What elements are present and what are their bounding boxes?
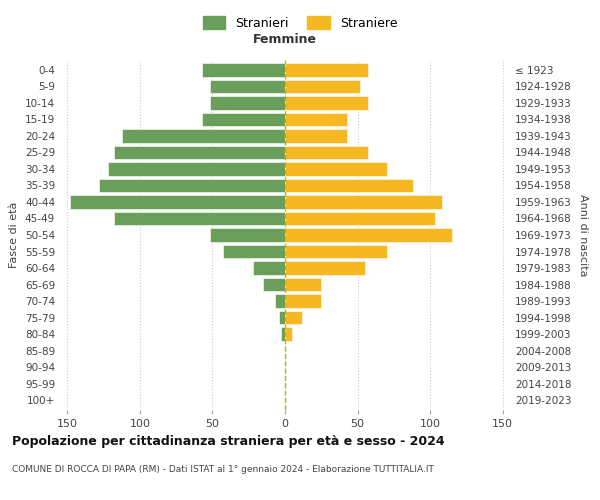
Text: Popolazione per cittadinanza straniera per età e sesso - 2024: Popolazione per cittadinanza straniera p… [12,435,445,448]
Bar [70,196,285,208]
Bar [122,130,285,142]
Bar [275,294,285,308]
Bar [285,311,302,324]
Bar [223,245,285,258]
Y-axis label: Anni di nascita: Anni di nascita [578,194,588,276]
Bar [209,96,285,110]
Bar [114,212,285,225]
Legend: Stranieri, Straniere: Stranieri, Straniere [197,11,403,35]
Bar [114,146,285,159]
Bar [253,262,285,274]
Bar [285,146,368,159]
Text: Femmine: Femmine [253,33,317,46]
Bar [285,278,321,291]
Bar [285,262,365,274]
Bar [285,64,368,76]
Bar [285,294,321,308]
Bar [263,278,285,291]
Bar [285,80,361,93]
Bar [285,212,434,225]
Bar [202,113,285,126]
Bar [285,130,347,142]
Bar [279,311,285,324]
Bar [285,245,386,258]
Bar [285,162,386,175]
Bar [281,328,285,340]
Bar [285,196,442,208]
Bar [209,228,285,241]
Y-axis label: Fasce di età: Fasce di età [10,202,19,268]
Bar [99,179,285,192]
Bar [285,179,413,192]
Bar [285,96,368,110]
Bar [108,162,285,175]
Bar [285,113,347,126]
Text: COMUNE DI ROCCA DI PAPA (RM) - Dati ISTAT al 1° gennaio 2024 - Elaborazione TUTT: COMUNE DI ROCCA DI PAPA (RM) - Dati ISTA… [12,465,434,474]
Bar [209,80,285,93]
Bar [202,64,285,76]
Bar [285,328,292,340]
Bar [285,228,452,241]
